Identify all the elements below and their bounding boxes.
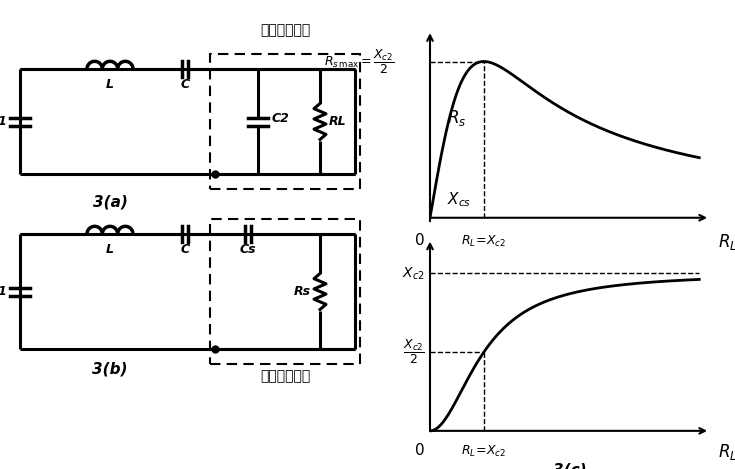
Text: 3(a): 3(a) [93,194,127,209]
Text: RL: RL [329,115,347,128]
Text: $X_{c2}$: $X_{c2}$ [402,265,424,281]
Text: $\dfrac{X_{c2}}{2}$: $\dfrac{X_{c2}}{2}$ [403,338,424,366]
Text: $R_L$: $R_L$ [718,442,735,462]
Text: C1: C1 [0,285,7,298]
Text: Rs: Rs [293,285,311,298]
Text: L: L [106,77,114,91]
Text: 3(c): 3(c) [553,462,587,469]
Text: L: L [106,242,114,256]
Text: $0$: $0$ [414,232,424,248]
Text: C1: C1 [0,115,7,128]
Text: Cs: Cs [240,242,257,256]
Text: 实际负载网络: 实际负载网络 [260,23,310,37]
Text: C: C [180,77,190,91]
Text: $R_L$: $R_L$ [718,232,735,252]
Text: $R_L\!=\!X_{c2}$: $R_L\!=\!X_{c2}$ [462,444,506,459]
Text: $R_{s\,\mathrm{max}}=\dfrac{X_{c2}}{2}$: $R_{s\,\mathrm{max}}=\dfrac{X_{c2}}{2}$ [323,48,394,76]
Text: 等效负载网络: 等效负载网络 [260,369,310,383]
Bar [210,54,360,189]
Bar [210,219,360,364]
Text: C2: C2 [271,112,289,125]
Text: $X_{cs}$: $X_{cs}$ [447,190,471,209]
Text: C: C [180,242,190,256]
Text: $R_s$: $R_s$ [447,108,466,128]
Text: 3(b): 3(b) [93,361,128,376]
Text: $R_L\!=\!X_{c2}$: $R_L\!=\!X_{c2}$ [462,234,506,249]
Text: $0$: $0$ [414,442,424,458]
